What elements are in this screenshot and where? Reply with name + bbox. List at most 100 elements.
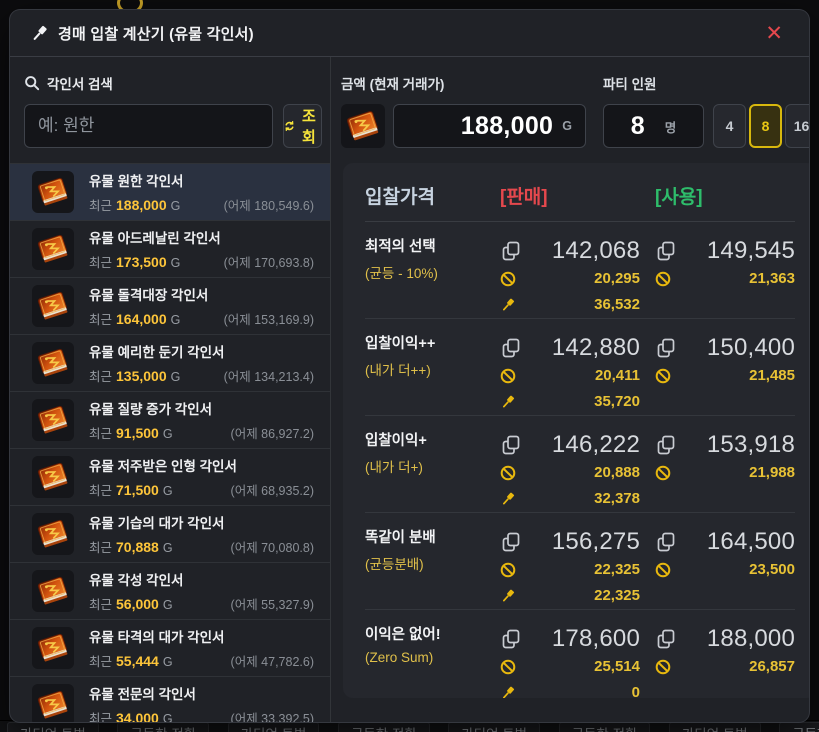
party-option-button[interactable]: 16 (785, 104, 809, 148)
engraving-book-icon (32, 171, 74, 213)
close-button[interactable]: ✕ (765, 21, 783, 45)
item-price: 55,444 (116, 653, 159, 669)
copy-sell-bid-button[interactable] (500, 628, 530, 650)
sell-bid-value: 142,068 (551, 237, 640, 264)
background-text-fragment: 가디언 토벌 (448, 722, 541, 732)
fee-ban-icon (655, 271, 685, 287)
strategy-label: 입찰이익++ (내가 더++) (365, 332, 485, 415)
sell-values: 142,068 20,295 (500, 235, 640, 318)
item-yesterday-price: (어제 68,935.2) (230, 484, 314, 498)
item-recent-label: 최근 (89, 256, 113, 270)
item-name: 유물 아드레날린 각인서 (89, 231, 221, 246)
sell-fee-value: 20,411 (594, 367, 640, 384)
copy-use-bid-button[interactable] (655, 240, 685, 262)
strategy-subtitle: (내가 더++) (365, 363, 431, 378)
item-gold-unit: G (162, 598, 173, 612)
sell-profit-value: 35,720 (594, 393, 640, 410)
amount-unit: G (562, 119, 572, 133)
strategy-name: 최적의 선택 (365, 239, 436, 255)
gavel-icon (31, 24, 48, 42)
party-option-button[interactable]: 4 (713, 104, 746, 148)
background-page-strip: 가디언 토벌 균등한 전환 가디언 토벌 균등한 전환 가디언 토벌 균등한 전… (0, 720, 819, 732)
item-name: 유물 원한 각인서 (89, 174, 184, 189)
item-name: 유물 저주받은 인형 각인서 (89, 459, 237, 474)
auction-calculator-modal: 경매 입찰 계산기 (유물 각인서) ✕ 각인서 검색 조회 (10, 10, 809, 722)
item-text: 유물 원한 각인서 최근 188,000 G (어제 180,549.6) (89, 170, 316, 214)
bid-price-table: 입찰가격 [판매] [사용] 최적의 선택 (균등 - 10%) (343, 163, 809, 698)
item-gold-unit: G (170, 199, 181, 213)
copy-icon (502, 338, 520, 357)
item-recent-label: 최근 (89, 313, 113, 327)
engraving-list-item[interactable]: 유물 질량 증가 각인서 최근 91,500 G (어제 86,927.2) (10, 391, 330, 448)
copy-sell-bid-button[interactable] (500, 337, 530, 359)
engraving-list-item[interactable]: 유물 저주받은 인형 각인서 최근 71,500 G (어제 68,935.2) (10, 448, 330, 505)
amount-input[interactable]: 188,000 G (393, 104, 586, 148)
engraving-list-item[interactable]: 유물 각성 각인서 최근 56,000 G (어제 55,327.9) (10, 562, 330, 619)
engraving-list-item[interactable]: 유물 타격의 대가 각인서 최근 55,444 G (어제 47,782.6) (10, 619, 330, 676)
strategy-subtitle: (내가 더+) (365, 460, 423, 475)
copy-sell-bid-button[interactable] (500, 240, 530, 262)
item-price: 71,500 (116, 482, 159, 498)
sell-fee-value: 22,325 (594, 561, 640, 578)
party-option-button[interactable]: 8 (749, 104, 782, 148)
background-text-fragment: 가디언 토벌 (668, 722, 761, 732)
item-price: 188,000 (116, 197, 167, 213)
search-icon (25, 76, 40, 91)
item-name: 유물 타격의 대가 각인서 (89, 630, 225, 645)
fee-ban-icon (655, 659, 685, 675)
copy-use-bid-button[interactable] (655, 337, 685, 359)
amount-value: 188,000 (460, 111, 554, 140)
search-label: 각인서 검색 (47, 77, 113, 92)
item-yesterday-price: (어제 55,327.9) (230, 598, 314, 612)
fee-ban-icon (655, 562, 685, 578)
strategy-label: 이익은 없어! (Zero Sum) (365, 623, 485, 698)
fee-ban-icon (500, 562, 530, 578)
copy-sell-bid-button[interactable] (500, 531, 530, 553)
amount-item-book-icon (341, 104, 385, 148)
item-text: 유물 아드레날린 각인서 최근 173,500 G (어제 170,693.8) (89, 227, 316, 271)
engraving-list-item[interactable]: 유물 기습의 대가 각인서 최근 70,888 G (어제 70,080.8) (10, 505, 330, 562)
bid-strategy-row: 최적의 선택 (균등 - 10%) 142,068 (365, 222, 795, 319)
use-bid-value: 164,500 (706, 528, 795, 555)
item-name: 유물 각성 각인서 (89, 573, 184, 588)
engraving-list: 유물 원한 각인서 최근 188,000 G (어제 180,549.6) (10, 163, 330, 722)
copy-use-bid-button[interactable] (655, 628, 685, 650)
profit-gavel-icon (500, 394, 530, 410)
engraving-list-item[interactable]: 유물 원한 각인서 최근 188,000 G (어제 180,549.6) (10, 163, 330, 220)
copy-use-bid-button[interactable] (655, 434, 685, 456)
item-price: 34,000 (116, 710, 159, 722)
strategy-name: 이익은 없어! (365, 627, 441, 643)
party-size-options: 4 8 16 (713, 104, 809, 148)
item-text: 유물 질량 증가 각인서 최근 91,500 G (어제 86,927.2) (89, 398, 316, 442)
engraving-book-icon (32, 513, 74, 555)
sell-fee-value: 25,514 (594, 658, 640, 675)
sell-bid-value: 156,275 (551, 528, 640, 555)
copy-icon (657, 532, 675, 551)
party-size-input[interactable]: 8 명 (603, 104, 704, 148)
item-gold-unit: G (162, 484, 173, 498)
item-yesterday-price: (어제 153,169.9) (223, 313, 314, 327)
engraving-list-item[interactable]: 유물 예리한 둔기 각인서 최근 135,000 G (어제 134,213.4… (10, 334, 330, 391)
search-button[interactable]: 조회 (283, 104, 322, 148)
copy-sell-bid-button[interactable] (500, 434, 530, 456)
bid-table-title: 입찰가격 (365, 186, 435, 208)
item-price: 91,500 (116, 425, 159, 441)
item-yesterday-price: (어제 180,549.6) (223, 199, 314, 213)
modal-header: 경매 입찰 계산기 (유물 각인서) ✕ (10, 10, 809, 57)
profit-gavel-icon (500, 685, 530, 698)
item-text: 유물 저주받은 인형 각인서 최근 71,500 G (어제 68,935.2) (89, 455, 316, 499)
engraving-list-item[interactable]: 유물 돌격대장 각인서 최근 164,000 G (어제 153,169.9) (10, 277, 330, 334)
use-fee-value: 26,857 (749, 658, 795, 675)
engraving-list-item[interactable]: 유물 아드레날린 각인서 최근 173,500 G (어제 170,693.8) (10, 220, 330, 277)
item-price: 70,888 (116, 539, 159, 555)
copy-use-bid-button[interactable] (655, 531, 685, 553)
background-text-fragment: 균등한 전환 (337, 722, 430, 732)
item-price: 173,500 (116, 254, 167, 270)
engraving-list-item[interactable]: 유물 전문의 각인서 최근 34,000 G (어제 33,392.5) (10, 676, 330, 722)
copy-icon (502, 629, 520, 648)
sell-profit-value: 0 (631, 684, 640, 698)
search-input[interactable] (24, 104, 273, 148)
sell-values: 156,275 22,325 (500, 526, 640, 609)
strategy-subtitle: (Zero Sum) (365, 650, 434, 665)
fee-ban-icon (500, 659, 530, 675)
